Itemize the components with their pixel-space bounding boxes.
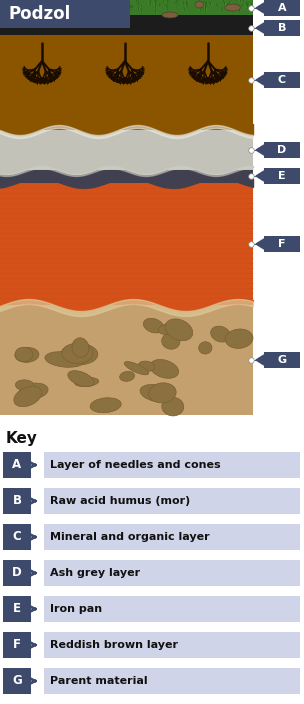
Ellipse shape — [61, 344, 98, 365]
Ellipse shape — [14, 386, 42, 407]
FancyBboxPatch shape — [3, 452, 31, 478]
Bar — [0, 0, 253, 15]
FancyBboxPatch shape — [3, 488, 31, 514]
Text: A: A — [278, 3, 286, 13]
Ellipse shape — [150, 360, 179, 378]
FancyBboxPatch shape — [264, 72, 300, 88]
FancyBboxPatch shape — [264, 142, 300, 158]
Ellipse shape — [195, 1, 204, 8]
Bar — [0, 183, 253, 305]
FancyBboxPatch shape — [264, 0, 300, 16]
Ellipse shape — [149, 383, 176, 403]
Text: G: G — [278, 355, 287, 365]
Text: B: B — [12, 494, 22, 508]
Ellipse shape — [74, 377, 99, 386]
Polygon shape — [256, 239, 264, 249]
Ellipse shape — [26, 3, 43, 8]
Ellipse shape — [165, 319, 193, 341]
Bar — [0, 170, 253, 183]
Ellipse shape — [225, 329, 253, 348]
Ellipse shape — [199, 341, 212, 354]
Ellipse shape — [72, 338, 89, 358]
Polygon shape — [256, 23, 264, 33]
Bar — [0, 305, 253, 415]
Ellipse shape — [143, 318, 164, 333]
Ellipse shape — [120, 371, 135, 382]
Ellipse shape — [138, 361, 155, 372]
Text: C: C — [13, 531, 21, 543]
Text: C: C — [278, 75, 286, 85]
Text: Layer of needles and cones: Layer of needles and cones — [50, 460, 221, 470]
FancyBboxPatch shape — [3, 560, 31, 586]
Text: Mineral and organic layer: Mineral and organic layer — [50, 532, 210, 542]
Ellipse shape — [43, 0, 51, 6]
Ellipse shape — [225, 4, 240, 11]
Text: Reddish brown layer: Reddish brown layer — [50, 640, 178, 650]
FancyBboxPatch shape — [44, 668, 300, 694]
Ellipse shape — [124, 362, 149, 375]
Polygon shape — [256, 171, 264, 181]
Text: Parent material: Parent material — [50, 676, 148, 686]
FancyBboxPatch shape — [3, 632, 31, 658]
Text: Raw acid humus (mor): Raw acid humus (mor) — [50, 496, 190, 506]
Text: D: D — [12, 567, 22, 579]
Ellipse shape — [62, 344, 93, 363]
Ellipse shape — [90, 398, 121, 413]
Ellipse shape — [140, 384, 172, 402]
Polygon shape — [256, 355, 264, 365]
Ellipse shape — [211, 326, 230, 342]
FancyBboxPatch shape — [3, 596, 31, 622]
FancyBboxPatch shape — [264, 236, 300, 252]
Ellipse shape — [162, 334, 180, 349]
FancyBboxPatch shape — [44, 560, 300, 586]
Polygon shape — [256, 3, 264, 13]
Ellipse shape — [15, 347, 33, 362]
FancyBboxPatch shape — [44, 632, 300, 658]
Ellipse shape — [66, 7, 77, 13]
Ellipse shape — [68, 370, 94, 386]
Ellipse shape — [158, 323, 181, 335]
Text: D: D — [277, 145, 287, 155]
Ellipse shape — [172, 324, 189, 339]
FancyBboxPatch shape — [264, 20, 300, 36]
Ellipse shape — [19, 383, 48, 399]
FancyBboxPatch shape — [44, 488, 300, 514]
Bar — [0, 15, 253, 35]
Text: Ash grey layer: Ash grey layer — [50, 568, 140, 578]
Text: A: A — [12, 458, 22, 472]
FancyBboxPatch shape — [3, 524, 31, 550]
FancyBboxPatch shape — [44, 524, 300, 550]
Ellipse shape — [73, 342, 91, 354]
Text: B: B — [278, 23, 286, 33]
Ellipse shape — [15, 347, 39, 363]
Ellipse shape — [162, 12, 178, 18]
Ellipse shape — [16, 380, 34, 391]
FancyBboxPatch shape — [3, 668, 31, 694]
Bar — [0, 130, 253, 170]
Text: F: F — [278, 239, 286, 249]
FancyBboxPatch shape — [44, 596, 300, 622]
Text: Key: Key — [6, 431, 38, 446]
Text: G: G — [12, 674, 22, 688]
Text: F: F — [13, 639, 21, 651]
Text: E: E — [278, 171, 286, 181]
FancyBboxPatch shape — [264, 168, 300, 184]
Text: E: E — [13, 603, 21, 615]
Ellipse shape — [45, 351, 84, 367]
FancyBboxPatch shape — [44, 452, 300, 478]
FancyBboxPatch shape — [264, 352, 300, 368]
Polygon shape — [256, 75, 264, 85]
Text: Podzol: Podzol — [8, 5, 70, 23]
Text: Iron pan: Iron pan — [50, 604, 102, 614]
Polygon shape — [256, 145, 264, 155]
Ellipse shape — [162, 397, 184, 416]
Bar — [0, 35, 253, 130]
FancyBboxPatch shape — [0, 0, 130, 28]
